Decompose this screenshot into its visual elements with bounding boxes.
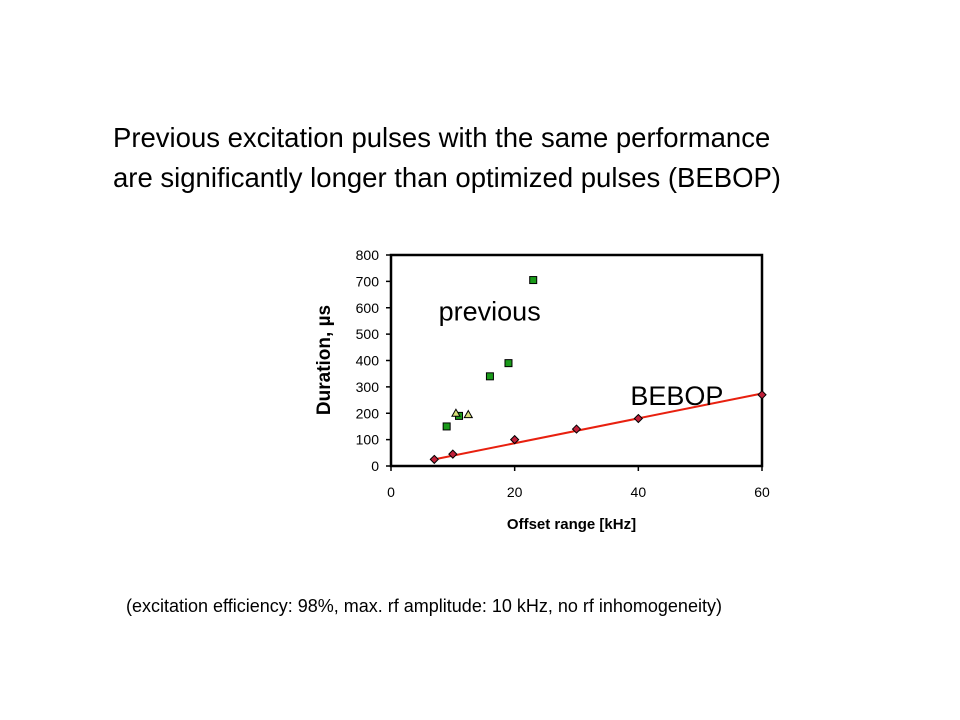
y-tick-label: 400 bbox=[356, 353, 380, 369]
x-axis-title: Offset range [kHz] bbox=[507, 516, 636, 533]
headline-line-2: are significantly longer than optimized … bbox=[113, 162, 781, 193]
previous-square-marker bbox=[529, 276, 538, 285]
y-tick-label: 0 bbox=[371, 458, 379, 474]
previous-square-marker bbox=[504, 359, 513, 368]
bebop-fit-line bbox=[434, 392, 763, 461]
bebop-diamond-marker bbox=[429, 454, 439, 465]
x-tick-label: 40 bbox=[631, 484, 647, 500]
slide-headline: Previous excitation pulses with the same… bbox=[113, 118, 913, 198]
x-tick-label: 0 bbox=[387, 484, 395, 500]
previous-triangle-marker bbox=[463, 409, 474, 419]
bebop-diamond-marker bbox=[509, 434, 520, 445]
y-tick-label: 600 bbox=[356, 300, 380, 316]
y-tick-label: 300 bbox=[356, 379, 380, 395]
annotation-bebop: BEBOP bbox=[630, 381, 723, 411]
y-tick-label: 800 bbox=[356, 247, 380, 263]
previous-square-marker bbox=[485, 372, 494, 381]
y-tick-label: 100 bbox=[356, 432, 380, 448]
y-tick-label: 700 bbox=[356, 273, 380, 289]
bebop-diamond-marker bbox=[633, 413, 644, 424]
annotation-previous: previous bbox=[439, 296, 541, 326]
plot-frame bbox=[389, 253, 764, 468]
x-tick-label: 60 bbox=[754, 484, 770, 500]
y-tick-label: 500 bbox=[356, 326, 380, 342]
previous-square-marker bbox=[442, 422, 451, 431]
bebop-diamond-marker bbox=[448, 449, 458, 459]
conditions-footnote: (excitation efficiency: 98%, max. rf amp… bbox=[126, 596, 722, 616]
previous-triangle-marker bbox=[451, 408, 461, 417]
x-tick-label: 20 bbox=[507, 484, 523, 500]
y-axis-title: Duration, µs bbox=[314, 305, 335, 415]
headline-line-1: Previous excitation pulses with the same… bbox=[113, 122, 771, 153]
bebop-diamond-marker bbox=[757, 390, 767, 400]
bebop-diamond-marker bbox=[571, 424, 582, 434]
y-tick-label: 200 bbox=[356, 405, 380, 421]
